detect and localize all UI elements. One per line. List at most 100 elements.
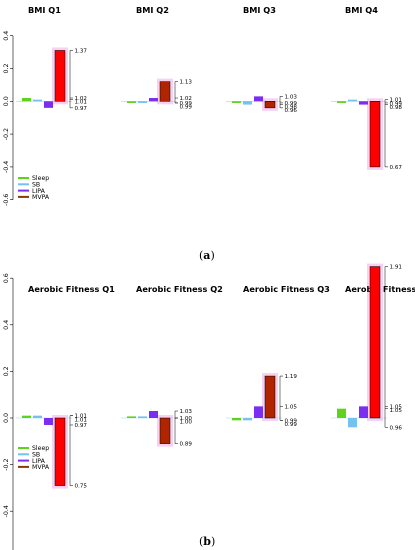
value-label: 0.98 (390, 105, 403, 111)
chart-panel-a-2: BMI Q21.131.020.990.99 (121, 5, 192, 111)
y-tick-label: -0.2 (3, 458, 10, 470)
y-tick-label: 0.0 (3, 96, 10, 106)
value-label: 0.98 (285, 105, 298, 111)
bar-lipa (149, 98, 158, 102)
y-tick-label: -0.4 (3, 505, 10, 517)
value-label: 0.67 (390, 165, 403, 171)
value-label: 1.19 (285, 374, 298, 380)
value-label: 1.05 (390, 404, 403, 410)
legend-label: SB (32, 182, 40, 189)
bar-mvpa (159, 81, 171, 102)
value-label: 1.02 (180, 96, 192, 102)
y-tick-label: 0.0 (3, 413, 10, 423)
bar-sleep (232, 101, 241, 103)
legend-label: LIPA (32, 458, 46, 465)
bar-sb (243, 101, 252, 105)
panel-caption: (b) (199, 535, 215, 548)
y-tick-label: -0.4 (3, 161, 10, 173)
bar-sleep (232, 418, 241, 421)
legend-label: Sleep (32, 175, 49, 182)
bar-mvpa (159, 417, 171, 444)
value-label: 0.75 (75, 484, 88, 490)
value-label: 1.01 (75, 417, 88, 423)
bar-sleep (22, 98, 31, 102)
chart-title: Aerobic Fitness Q1 (28, 284, 115, 294)
bar-mvpa (264, 375, 276, 419)
charts-layer: BMI Q1-0.6-0.4-0.20.00.20.41.371.021.010… (3, 5, 415, 550)
chart-panel-a-4: BMI Q4 1.010.990.98 0.67 (331, 5, 402, 171)
bar-lipa (149, 411, 158, 418)
bar-lipa (44, 101, 53, 108)
chart-panel-b-1: Aerobic Fitness Q1-0.6-0.4-0.20.00.20.40… (3, 273, 115, 550)
bar-sleep (127, 416, 136, 418)
value-label: 0.99 (390, 101, 403, 107)
y-tick-label: 0.4 (3, 320, 10, 330)
highlight-layer (52, 47, 383, 489)
value-label: 1.03 (180, 409, 193, 415)
value-label: 1.05 (390, 408, 403, 414)
value-label: 1.03 (285, 94, 298, 100)
chart-panel-a-1: BMI Q1 -0.6 -0.4 -0.2 0.0 0.2 0.4 1.37 1.021.010… (3, 5, 87, 206)
value-label: 1.01 (75, 100, 88, 106)
bar-sleep (22, 415, 31, 418)
y-tick-label: 0.2 (3, 366, 10, 376)
chart-title: BMI Q1 (28, 5, 61, 15)
bar-sb (348, 418, 357, 428)
chart-panel-a-3: BMI Q3 1.030.990.980.96 (226, 5, 297, 114)
value-label: 0.96 (285, 108, 298, 114)
bar-mvpa (369, 266, 381, 419)
value-label: 0.97 (75, 106, 88, 112)
value-label: 0.99 (285, 418, 298, 424)
chart-title: Aerobic Fitness Q3 (243, 284, 330, 294)
chart-panel-b-3: Aerobic Fitness Q3 1.19 1.05 0.990.99 (226, 284, 330, 428)
legend-label: MVPA (32, 194, 50, 201)
chart-title: Aerobic Fitness Q2 (136, 284, 223, 294)
chart-title: BMI Q2 (136, 5, 169, 15)
panel-caption: (a) (199, 249, 215, 262)
legend-label: LIPA (32, 188, 46, 195)
chart-panel-b-2: Aerobic Fitness Q21.031.001.000.89 (121, 284, 223, 448)
value-label: 1.01 (75, 414, 88, 420)
value-label: 0.99 (285, 422, 298, 428)
value-label: 0.99 (285, 101, 298, 107)
bar-lipa (254, 406, 263, 418)
bar-sb (243, 418, 252, 421)
bar-lipa (359, 101, 368, 105)
captions-layer: (a) (b) (199, 249, 215, 548)
y-tick-label: 0.2 (3, 63, 10, 73)
value-label: 0.89 (180, 442, 193, 448)
value-label: 1.02 (75, 96, 87, 102)
value-label: 1.01 (390, 98, 403, 104)
bar-sb (33, 99, 42, 102)
chart-panel-b-4: Aerobic Fitness Q41.911.051.050.96 (331, 265, 415, 431)
y-tick-label: -0.2 (3, 128, 10, 140)
bar-mvpa (369, 101, 381, 168)
bar-lipa (254, 96, 263, 102)
bar-sleep (337, 101, 346, 103)
y-tick-label: 0.4 (3, 31, 10, 41)
value-label: 1.91 (390, 265, 403, 271)
bar-lipa (359, 406, 368, 418)
bar-sleep (127, 101, 136, 103)
bar-lipa (44, 418, 53, 425)
chart-title: BMI Q4 (345, 5, 378, 15)
value-label: 0.99 (180, 105, 193, 111)
bar-sb (138, 416, 147, 418)
bar-sb (138, 101, 147, 103)
bar-sb (33, 415, 42, 418)
value-label: 0.99 (180, 101, 193, 107)
value-label: 1.00 (180, 420, 193, 426)
bar-sleep (337, 408, 346, 418)
value-label: 0.96 (390, 425, 403, 431)
bar-mvpa (54, 417, 66, 486)
value-label: 0.97 (75, 423, 88, 429)
value-label: 1.00 (180, 416, 193, 422)
y-tick-label: -0.6 (3, 194, 10, 206)
value-label: 1.13 (180, 80, 193, 86)
value-label: 1.05 (285, 404, 298, 410)
chart-title: BMI Q3 (243, 5, 276, 15)
